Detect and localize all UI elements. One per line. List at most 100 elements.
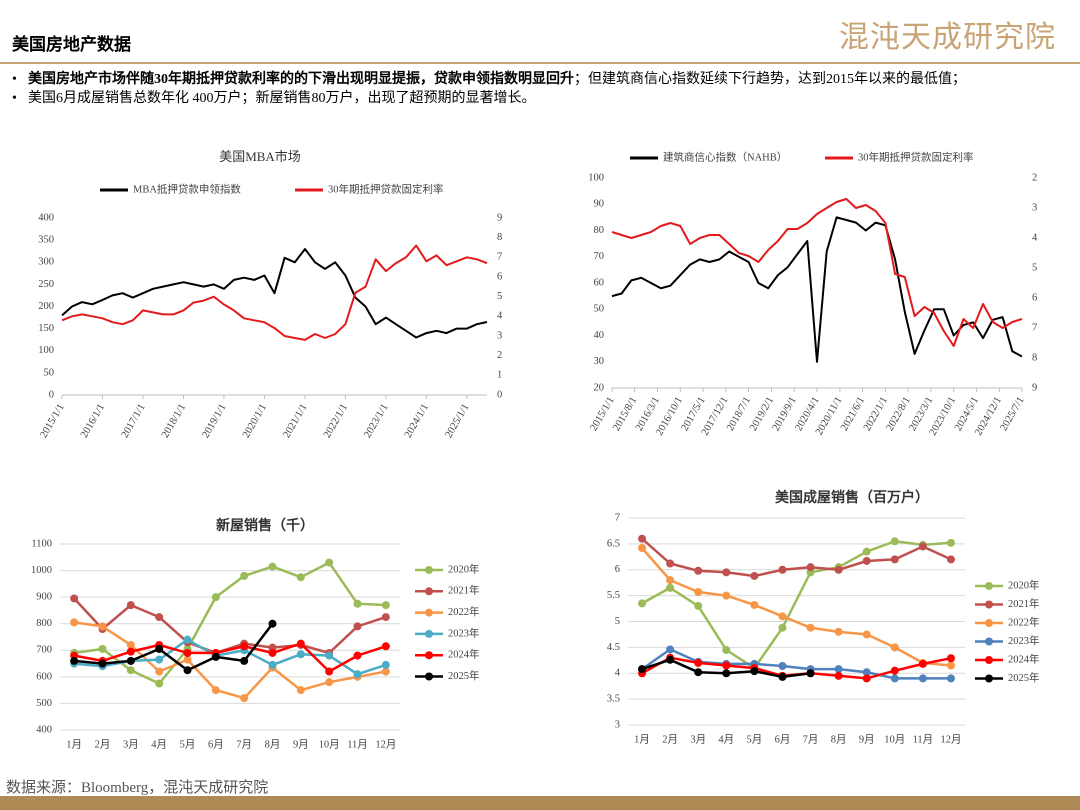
x-tick-label: 4月 xyxy=(718,733,734,745)
point xyxy=(666,576,675,585)
point xyxy=(750,667,759,676)
legend-marker xyxy=(425,672,433,681)
bullet-bold: 美国房地产市场伴随30年期抵押贷款利率的的下滑出现明显提振，贷款申领指数明显回升 xyxy=(28,72,574,87)
x-tick-label: 2016/1/1 xyxy=(79,402,107,440)
x-tick-label: 5月 xyxy=(747,733,763,745)
y-tick-label: 7 xyxy=(615,512,620,523)
x-tick-label: 10月 xyxy=(319,738,340,750)
point xyxy=(381,642,390,651)
point xyxy=(862,674,871,683)
point xyxy=(778,565,787,574)
point xyxy=(806,563,815,572)
x-tick-label: 2024/1/1 xyxy=(403,402,431,440)
x-tick-label: 3月 xyxy=(123,738,139,750)
y2-tick-label: 6 xyxy=(497,271,502,282)
header-title: 美国房地产数据 xyxy=(12,35,131,54)
point xyxy=(325,678,334,687)
point xyxy=(155,667,164,676)
point xyxy=(834,565,843,574)
x-tick-label: 6月 xyxy=(208,738,224,750)
point xyxy=(126,656,135,665)
point xyxy=(722,591,731,600)
point xyxy=(918,674,927,683)
point xyxy=(296,573,305,582)
series-line xyxy=(73,597,387,655)
legend-label: 30年期抵押贷款固定利率 xyxy=(328,182,444,195)
legend-label: MBA抵押贷款申领指数 xyxy=(133,182,241,195)
x-tick-label: 12月 xyxy=(375,738,396,750)
point xyxy=(353,599,362,608)
y-tick-label: 6 xyxy=(615,564,620,575)
point xyxy=(183,648,192,657)
point xyxy=(296,639,305,648)
x-tick-label: 2月 xyxy=(95,738,111,750)
legend-label: 2024年 xyxy=(448,648,480,661)
point xyxy=(70,656,79,665)
y2-tick-label: 9 xyxy=(497,212,502,223)
y-tick-label: 1000 xyxy=(31,565,52,576)
series-line xyxy=(61,248,488,339)
point xyxy=(694,566,703,575)
bullet-text: ；但建筑商信心指数延续下行趋势，达到2015年以来的最低值； xyxy=(574,72,966,87)
point xyxy=(183,655,192,664)
point xyxy=(890,555,899,564)
y2-tick-label: 4 xyxy=(497,311,503,322)
point xyxy=(381,601,390,610)
y-tick-label: 100 xyxy=(588,172,604,183)
y-tick-label: 5 xyxy=(615,616,620,627)
y-tick-label: 300 xyxy=(38,257,54,268)
legend-label: 2023年 xyxy=(1008,634,1040,647)
footer-bar xyxy=(0,796,1080,810)
y2-tick-label: 0 xyxy=(497,389,502,400)
legend-label: 2021年 xyxy=(448,584,480,597)
point xyxy=(155,655,164,664)
point xyxy=(353,622,362,631)
x-tick-label: 2025/1/1 xyxy=(443,402,471,440)
point xyxy=(268,562,277,571)
point xyxy=(70,618,79,627)
point xyxy=(946,674,955,683)
y-tick-label: 60 xyxy=(594,277,605,288)
bullet: 美国房地产市场伴随30年期抵押贷款利率的的下滑出现明显提振，贷款申领指数明显回升… xyxy=(10,70,1070,89)
y2-tick-label: 5 xyxy=(1032,262,1037,273)
series-line xyxy=(61,244,488,341)
y-tick-label: 4 xyxy=(615,668,621,679)
chart-title: 美国MBA市场 xyxy=(219,149,301,164)
series-line xyxy=(641,540,952,670)
x-tick-label: 2021/1/1 xyxy=(281,402,309,440)
y-tick-label: 3.5 xyxy=(607,694,620,705)
y-tick-label: 250 xyxy=(38,279,54,290)
legend-label: 2025年 xyxy=(1008,671,1040,684)
legend-marker xyxy=(985,619,993,627)
point xyxy=(183,666,192,675)
point xyxy=(353,670,362,679)
x-tick-label: 2020/1/1 xyxy=(241,402,269,440)
point xyxy=(862,547,871,556)
y-tick-label: 50 xyxy=(594,304,605,315)
y-tick-label: 200 xyxy=(38,301,54,312)
point xyxy=(778,623,787,632)
y-tick-label: 600 xyxy=(36,671,52,682)
series-line xyxy=(74,621,387,700)
point xyxy=(638,599,647,608)
point xyxy=(353,651,362,660)
y-tick-label: 5.5 xyxy=(607,590,620,601)
y2-tick-label: 5 xyxy=(497,291,502,302)
point xyxy=(268,660,277,669)
point xyxy=(268,619,277,628)
point xyxy=(722,645,731,654)
point xyxy=(296,686,305,695)
source: 数据来源：Bloomberg，混沌天成研究院 xyxy=(6,780,269,796)
point xyxy=(834,665,843,674)
legend-label: 2021年 xyxy=(1008,597,1040,610)
point xyxy=(694,588,703,597)
point xyxy=(666,655,675,664)
y2-tick-label: 3 xyxy=(497,330,502,341)
y-tick-label: 80 xyxy=(594,225,605,236)
y-tick-label: 400 xyxy=(38,212,54,223)
y2-tick-label: 8 xyxy=(497,232,502,243)
legend-marker xyxy=(425,566,433,574)
y-tick-label: 6.5 xyxy=(607,538,620,549)
point xyxy=(890,537,899,546)
